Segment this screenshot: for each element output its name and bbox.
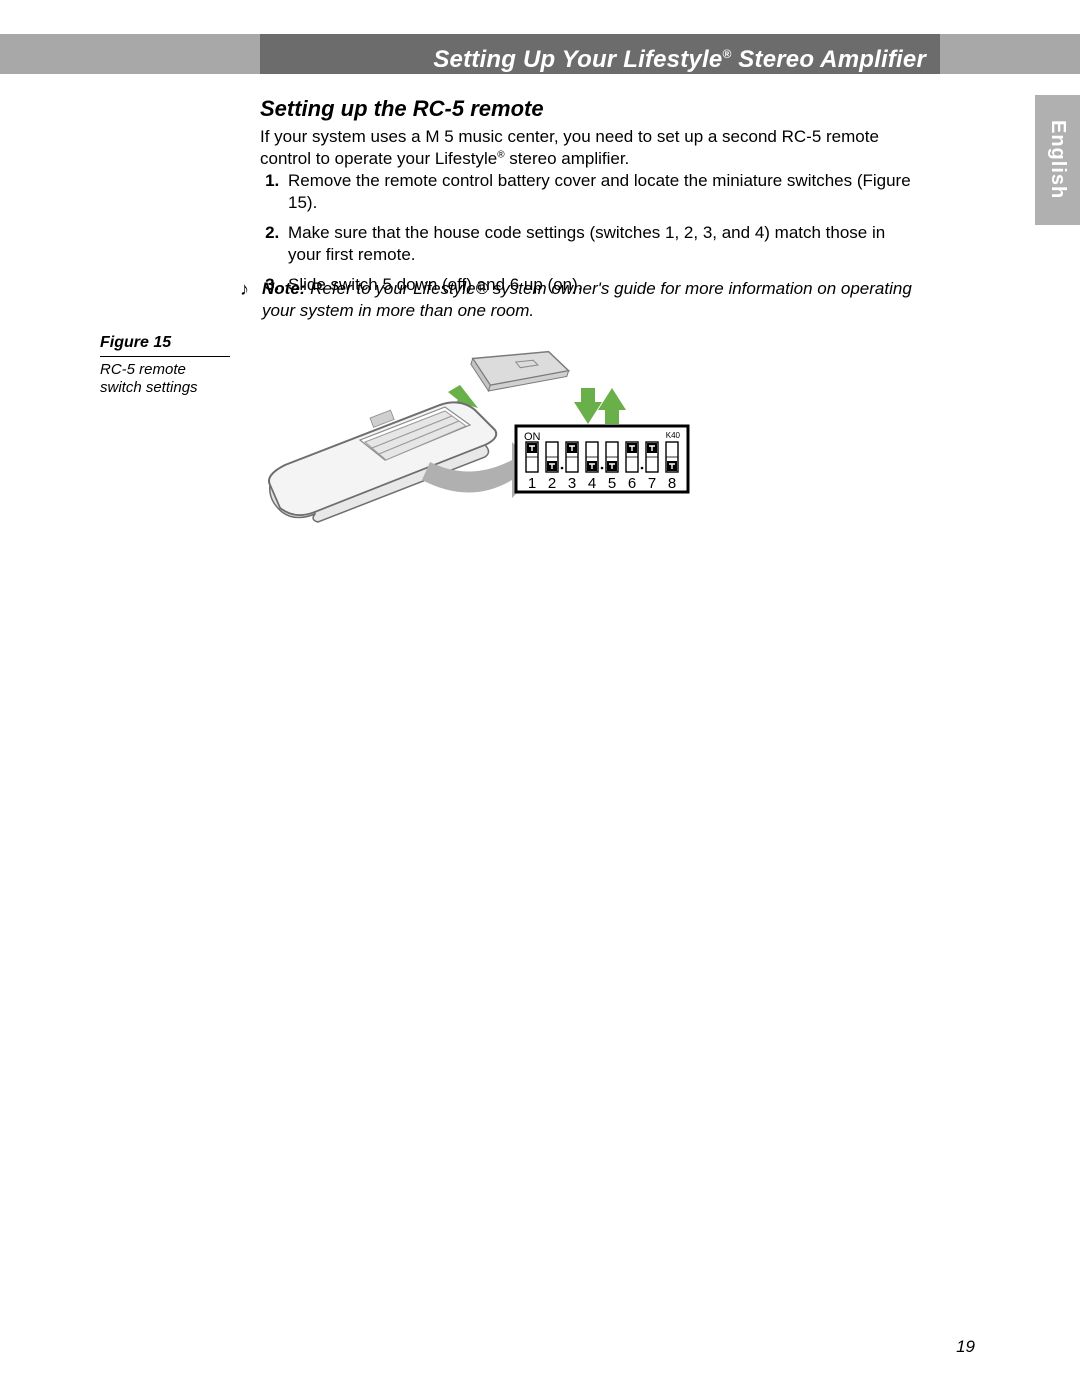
svg-text:7: 7 — [648, 475, 656, 492]
header-title-pre: Setting Up Your Lifestyle — [433, 46, 722, 73]
figure-label-block: Figure 15 RC-5 remote switch settings — [100, 334, 230, 397]
svg-text:8: 8 — [668, 475, 676, 492]
svg-text:4: 4 — [588, 475, 596, 492]
chapter-header: Setting Up Your Lifestyle® Stereo Amplif… — [260, 34, 940, 74]
music-note-icon: ♪ — [240, 278, 262, 322]
page-number: 19 — [956, 1337, 975, 1357]
remote-body-icon — [269, 402, 496, 522]
svg-text:2: 2 — [548, 475, 556, 492]
note-text-wrap: Note: Refer to your Lifestyle® system ow… — [262, 278, 930, 322]
figure-15-diagram: ON K40 12345678 — [260, 330, 690, 560]
intro-paragraph: If your system uses a M 5 music center, … — [260, 126, 920, 170]
section-title: Setting up the RC-5 remote — [260, 96, 544, 122]
dip-switch-panel: ON K40 12345678 — [516, 426, 688, 492]
svg-text:1: 1 — [528, 475, 536, 492]
figure-caption: RC-5 remote switch settings — [100, 361, 230, 397]
note-row: ♪ Note: Refer to your Lifestyle® system … — [240, 278, 930, 322]
dip-k40-label: K40 — [666, 431, 681, 440]
header-title-post: Stereo Amplifier — [731, 46, 926, 73]
dip-direction-arrows-icon — [574, 388, 626, 424]
intro-sup: ® — [497, 149, 504, 160]
svg-text:3: 3 — [568, 475, 576, 492]
battery-cover-icon — [465, 330, 573, 413]
svg-text:6: 6 — [628, 475, 636, 492]
svg-text:5: 5 — [608, 475, 616, 492]
intro-part3: stereo amplifier. — [505, 149, 630, 168]
dip-on-label: ON — [524, 431, 541, 443]
language-tab: English — [1035, 95, 1080, 225]
note-label: Note: — [262, 279, 305, 298]
intro-part1: If your system uses a M — [260, 127, 440, 146]
note-text: Refer to your Lifestyle® system owner's … — [262, 279, 912, 320]
step-2: Make sure that the house code settings (… — [284, 222, 920, 266]
figure-number: Figure 15 — [100, 334, 230, 357]
step-1: Remove the remote control battery cover … — [284, 170, 920, 214]
